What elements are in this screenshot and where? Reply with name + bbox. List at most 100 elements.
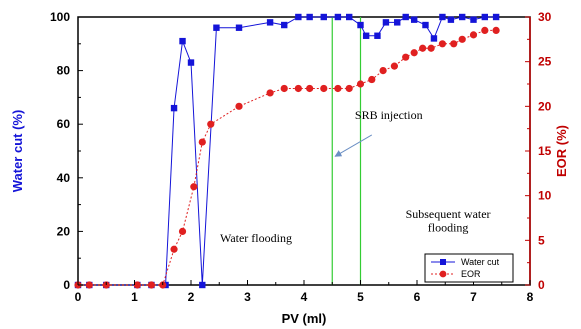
water-cut-point bbox=[179, 37, 186, 45]
water-cut-point bbox=[320, 13, 327, 21]
eor-point bbox=[368, 75, 376, 84]
eor-point bbox=[294, 84, 302, 93]
water-cut-point bbox=[402, 13, 409, 21]
water-cut-point bbox=[362, 32, 370, 39]
y-right-tick-label: 0 bbox=[538, 278, 545, 292]
water-cut-point bbox=[459, 13, 466, 21]
y-left-axis-title: Water cut (%) bbox=[10, 110, 25, 193]
y-left-tick-label: 80 bbox=[57, 64, 71, 78]
eor-point bbox=[469, 31, 478, 39]
eor-point bbox=[235, 102, 243, 110]
plot-frame bbox=[77, 16, 531, 286]
y-right-tick-label: 30 bbox=[538, 10, 552, 24]
x-tick-label: 8 bbox=[527, 290, 534, 304]
eor-point bbox=[147, 281, 156, 289]
water-cut-point bbox=[357, 21, 364, 29]
water-cut-line bbox=[78, 16, 497, 286]
x-tick-label: 6 bbox=[414, 290, 421, 304]
legend-water-cut-marker bbox=[440, 259, 446, 265]
water-cut-point bbox=[187, 59, 195, 66]
water-cut-point bbox=[266, 19, 274, 26]
eor-point bbox=[178, 227, 187, 235]
y-left-tick-label: 100 bbox=[50, 10, 70, 24]
y-left-tick-label: 0 bbox=[63, 278, 70, 292]
x-tick-label: 5 bbox=[357, 290, 364, 304]
y-right-tick-label: 25 bbox=[538, 55, 552, 69]
eor-series bbox=[74, 26, 500, 289]
water-cut-point bbox=[430, 35, 438, 42]
x-axis-title: PV (ml) bbox=[282, 311, 327, 326]
y-right-tick-label: 5 bbox=[538, 233, 545, 247]
water-cut-point bbox=[199, 281, 206, 289]
eor-point bbox=[410, 49, 418, 57]
legend-eor-label: EOR bbox=[461, 269, 481, 279]
y-left-tick-label: 40 bbox=[57, 171, 71, 185]
water-cut-series bbox=[74, 13, 500, 289]
eor-point bbox=[198, 138, 206, 146]
x-tick-label: 3 bbox=[244, 290, 251, 304]
y-left-tick-label: 60 bbox=[57, 117, 71, 131]
eor-point bbox=[419, 44, 427, 52]
legend-water-cut-label: Water cut bbox=[461, 257, 500, 267]
water-cut-point bbox=[235, 24, 243, 31]
annotation-1: SRB injection bbox=[355, 108, 423, 122]
y-left-tick-label: 20 bbox=[57, 224, 71, 238]
water-cut-point bbox=[382, 19, 390, 26]
water-cut-point bbox=[281, 21, 288, 29]
water-cut-point bbox=[306, 13, 313, 21]
eor-point bbox=[190, 183, 198, 191]
legend: Water cut EOR bbox=[424, 253, 514, 283]
x-tick-label: 2 bbox=[188, 290, 195, 304]
water-cut-point bbox=[439, 13, 446, 21]
legend-box bbox=[424, 253, 514, 283]
water-cut-point bbox=[374, 32, 381, 39]
y-right-axis-title: EOR (%) bbox=[554, 125, 569, 177]
eor-point bbox=[320, 84, 328, 93]
eor-point bbox=[266, 89, 274, 97]
y-right-tick-label: 10 bbox=[538, 189, 552, 203]
eor-point bbox=[207, 120, 215, 128]
water-cut-point bbox=[481, 13, 488, 21]
srb-arrow bbox=[334, 134, 373, 157]
water-cut-point bbox=[410, 16, 418, 23]
eor-point bbox=[438, 40, 447, 48]
water-cut-point bbox=[422, 21, 429, 29]
water-cut-point bbox=[447, 16, 455, 23]
y-right-tick-label: 15 bbox=[538, 144, 552, 158]
water-cut-point bbox=[470, 16, 477, 23]
eor-point bbox=[170, 245, 178, 253]
annotation-4: flooding bbox=[428, 220, 469, 234]
water-cut-point bbox=[170, 104, 178, 112]
x-tick-label: 1 bbox=[131, 290, 138, 304]
eor-point bbox=[280, 84, 288, 93]
eor-point bbox=[402, 53, 410, 61]
eor-point bbox=[85, 281, 93, 289]
eor-point bbox=[356, 80, 365, 88]
water-cut-point bbox=[334, 13, 342, 21]
eor-point bbox=[334, 84, 342, 93]
eor-point bbox=[345, 84, 353, 93]
eor-point bbox=[379, 67, 387, 75]
legend-eor-marker bbox=[439, 270, 447, 278]
y-right-tick-label: 20 bbox=[538, 99, 552, 113]
annotation-3: Subsequent water bbox=[406, 207, 491, 221]
phase-divider-lines bbox=[331, 17, 362, 285]
eor-line bbox=[78, 29, 497, 286]
water-cut-point bbox=[394, 19, 401, 26]
water-cut-point bbox=[492, 13, 500, 21]
eor-point bbox=[492, 26, 500, 34]
water-cut-point bbox=[295, 13, 302, 21]
eor-point bbox=[458, 35, 466, 43]
annotation-2: Water flooding bbox=[220, 231, 292, 245]
water-cut-point bbox=[346, 13, 353, 21]
eor-point bbox=[450, 40, 458, 48]
annotations: SRB injection Water flooding Subsequent wa… bbox=[220, 108, 491, 245]
plot-area bbox=[77, 16, 531, 286]
water-cut-point bbox=[213, 24, 220, 31]
eor-point bbox=[427, 44, 435, 52]
eor-point bbox=[390, 62, 398, 70]
x-tick-label: 0 bbox=[75, 290, 82, 304]
eor-point bbox=[481, 26, 489, 34]
